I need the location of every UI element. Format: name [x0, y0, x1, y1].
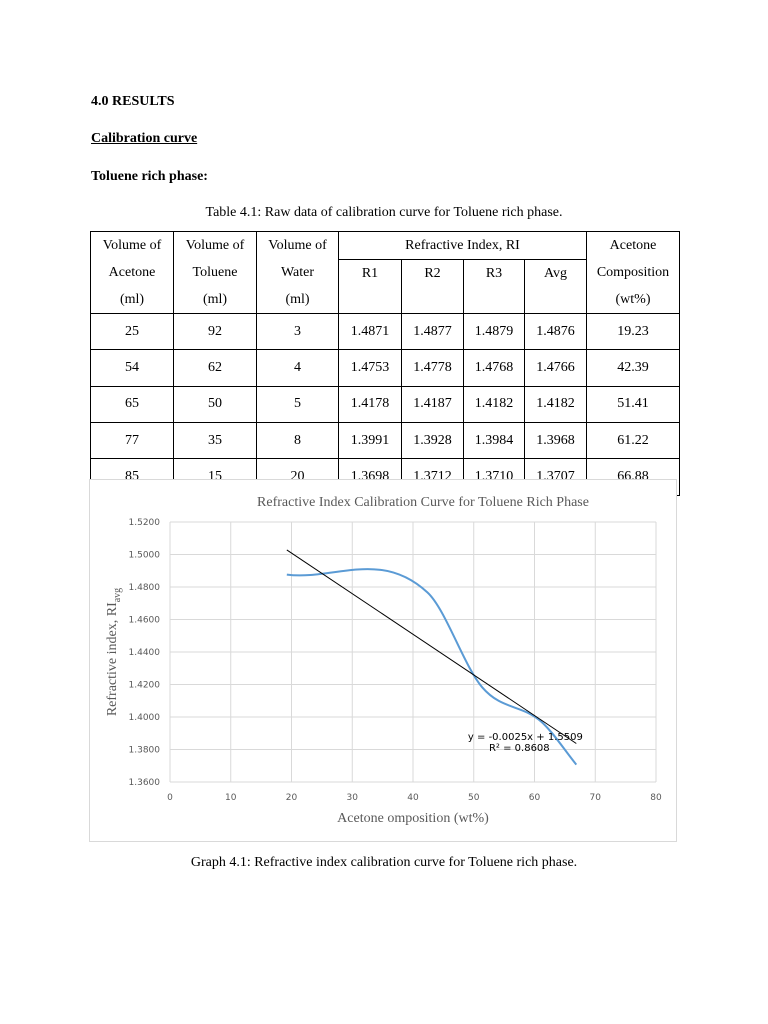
- cell-avg: 1.4876: [524, 312, 587, 351]
- y-tick-label: 1.4400: [129, 648, 161, 658]
- cell-r2: 1.3928: [401, 421, 464, 460]
- header-line: (wt%): [615, 292, 651, 307]
- cell-vol-toluene: 62: [173, 349, 257, 387]
- table-row: 25 92 3 1.4871 1.4877 1.4879 1.4876 19.23: [90, 312, 680, 351]
- cell-vol-water: 8: [256, 421, 339, 460]
- header-r2: R2: [401, 259, 464, 314]
- table-row: 54 62 4 1.4753 1.4778 1.4768 1.4766 42.39: [90, 349, 680, 387]
- x-tick-label: 40: [407, 793, 419, 803]
- x-tick-label: 60: [529, 793, 541, 803]
- header-line: Composition: [596, 265, 670, 280]
- header-line: (ml): [285, 292, 310, 307]
- header-line: Acetone: [108, 265, 156, 280]
- raw-data-table: Volume of Acetone (ml) Volume of Toluene…: [90, 231, 680, 496]
- cell-r1: 1.4871: [338, 312, 402, 351]
- header-avg: Avg: [524, 259, 587, 314]
- y-tick-label: 1.3800: [129, 746, 161, 756]
- cell-r2: 1.4877: [401, 312, 464, 351]
- x-tick-label: 70: [590, 793, 602, 803]
- y-axis-title: Refractive index, RIavg: [105, 588, 123, 716]
- y-tick-label: 1.5200: [129, 518, 161, 528]
- header-line: Water: [280, 265, 315, 280]
- cell-r2: 1.4187: [401, 385, 464, 423]
- cell-r1: 1.3991: [338, 421, 402, 460]
- header-line: (ml): [202, 292, 228, 307]
- cell-r3: 1.4768: [463, 349, 525, 387]
- y-axis-title-subscript: avg: [112, 588, 123, 602]
- header-refractive-index: Refractive Index, RI: [338, 231, 587, 260]
- x-tick-label: 30: [347, 793, 359, 803]
- phase-heading: Toluene rich phase:: [91, 169, 208, 184]
- subsection-heading-calibration: Calibration curve: [91, 131, 198, 146]
- table-caption: Table 4.1: Raw data of calibration curve…: [205, 205, 563, 220]
- cell-r3: 1.3984: [463, 421, 525, 460]
- header-r1: R1: [338, 259, 402, 314]
- cell-vol-water: 5: [256, 385, 339, 423]
- cell-avg: 1.3968: [524, 421, 587, 460]
- header-line: Volume of: [185, 238, 245, 253]
- cell-vol-water: 4: [256, 349, 339, 387]
- x-axis-title: Acetone omposition (wt%): [337, 811, 489, 826]
- y-tick-label: 1.4200: [129, 681, 161, 691]
- y-tick-label: 1.4000: [129, 713, 161, 723]
- cell-vol-toluene: 50: [173, 385, 257, 423]
- table-row: 65 50 5 1.4178 1.4187 1.4182 1.4182 51.41: [90, 385, 680, 423]
- cell-vol-acetone: 54: [90, 349, 174, 387]
- cell-composition: 19.23: [586, 312, 680, 351]
- header-line: Volume of: [268, 238, 327, 253]
- x-tick-label: 20: [286, 793, 298, 803]
- graph-caption: Graph 4.1: Refractive index calibration …: [190, 855, 578, 870]
- header-line: (ml): [119, 292, 145, 307]
- y-tick-label: 1.4800: [129, 583, 161, 593]
- x-tick-label: 50: [468, 793, 480, 803]
- header-volume-water: Volume of Water (ml): [256, 231, 339, 314]
- cell-vol-acetone: 25: [90, 312, 174, 351]
- y-tick-label: 1.4600: [129, 616, 161, 626]
- y-tick-label: 1.3600: [129, 778, 161, 788]
- cell-vol-acetone: 77: [90, 421, 174, 460]
- x-tick-label: 0: [167, 793, 173, 803]
- header-line: Volume of: [102, 238, 162, 253]
- table-row: 77 35 8 1.3991 1.3928 1.3984 1.3968 61.22: [90, 421, 680, 460]
- header-volume-toluene: Volume of Toluene (ml): [173, 231, 257, 314]
- trendline-r-squared: R² = 0.8608: [489, 743, 550, 754]
- cell-vol-acetone: 65: [90, 385, 174, 423]
- series-line-ri-avg: [286, 568, 578, 766]
- header-r3: R3: [463, 259, 525, 314]
- y-tick-label: 1.5000: [129, 551, 161, 561]
- cell-composition: 51.41: [586, 385, 680, 423]
- cell-r1: 1.4178: [338, 385, 402, 423]
- cell-vol-toluene: 35: [173, 421, 257, 460]
- linear-trendline: [286, 549, 577, 744]
- cell-r3: 1.4879: [463, 312, 525, 351]
- calibration-chart: Refractive Index Calibration Curve for T…: [89, 479, 677, 842]
- cell-vol-water: 3: [256, 312, 339, 351]
- x-tick-label: 10: [225, 793, 237, 803]
- cell-avg: 1.4182: [524, 385, 587, 423]
- header-line: Acetone: [609, 238, 657, 253]
- y-axis-title-main: Refractive index, RI: [105, 602, 120, 716]
- chart-title: Refractive Index Calibration Curve for T…: [257, 495, 589, 510]
- cell-r1: 1.4753: [338, 349, 402, 387]
- section-heading-results: 4.0 RESULTS: [91, 94, 175, 109]
- chart-svg: Refractive Index Calibration Curve for T…: [105, 495, 662, 826]
- header-acetone-composition: Acetone Composition (wt%): [586, 231, 680, 314]
- trendline-equation: y = -0.0025x + 1.5509: [468, 732, 583, 743]
- header-line: Toluene: [192, 265, 238, 280]
- cell-r3: 1.4182: [463, 385, 525, 423]
- cell-vol-toluene: 92: [173, 312, 257, 351]
- cell-r2: 1.4778: [401, 349, 464, 387]
- x-tick-label: 80: [650, 793, 662, 803]
- cell-composition: 61.22: [586, 421, 680, 460]
- cell-avg: 1.4766: [524, 349, 587, 387]
- cell-composition: 42.39: [586, 349, 680, 387]
- header-volume-acetone: Volume of Acetone (ml): [90, 231, 174, 314]
